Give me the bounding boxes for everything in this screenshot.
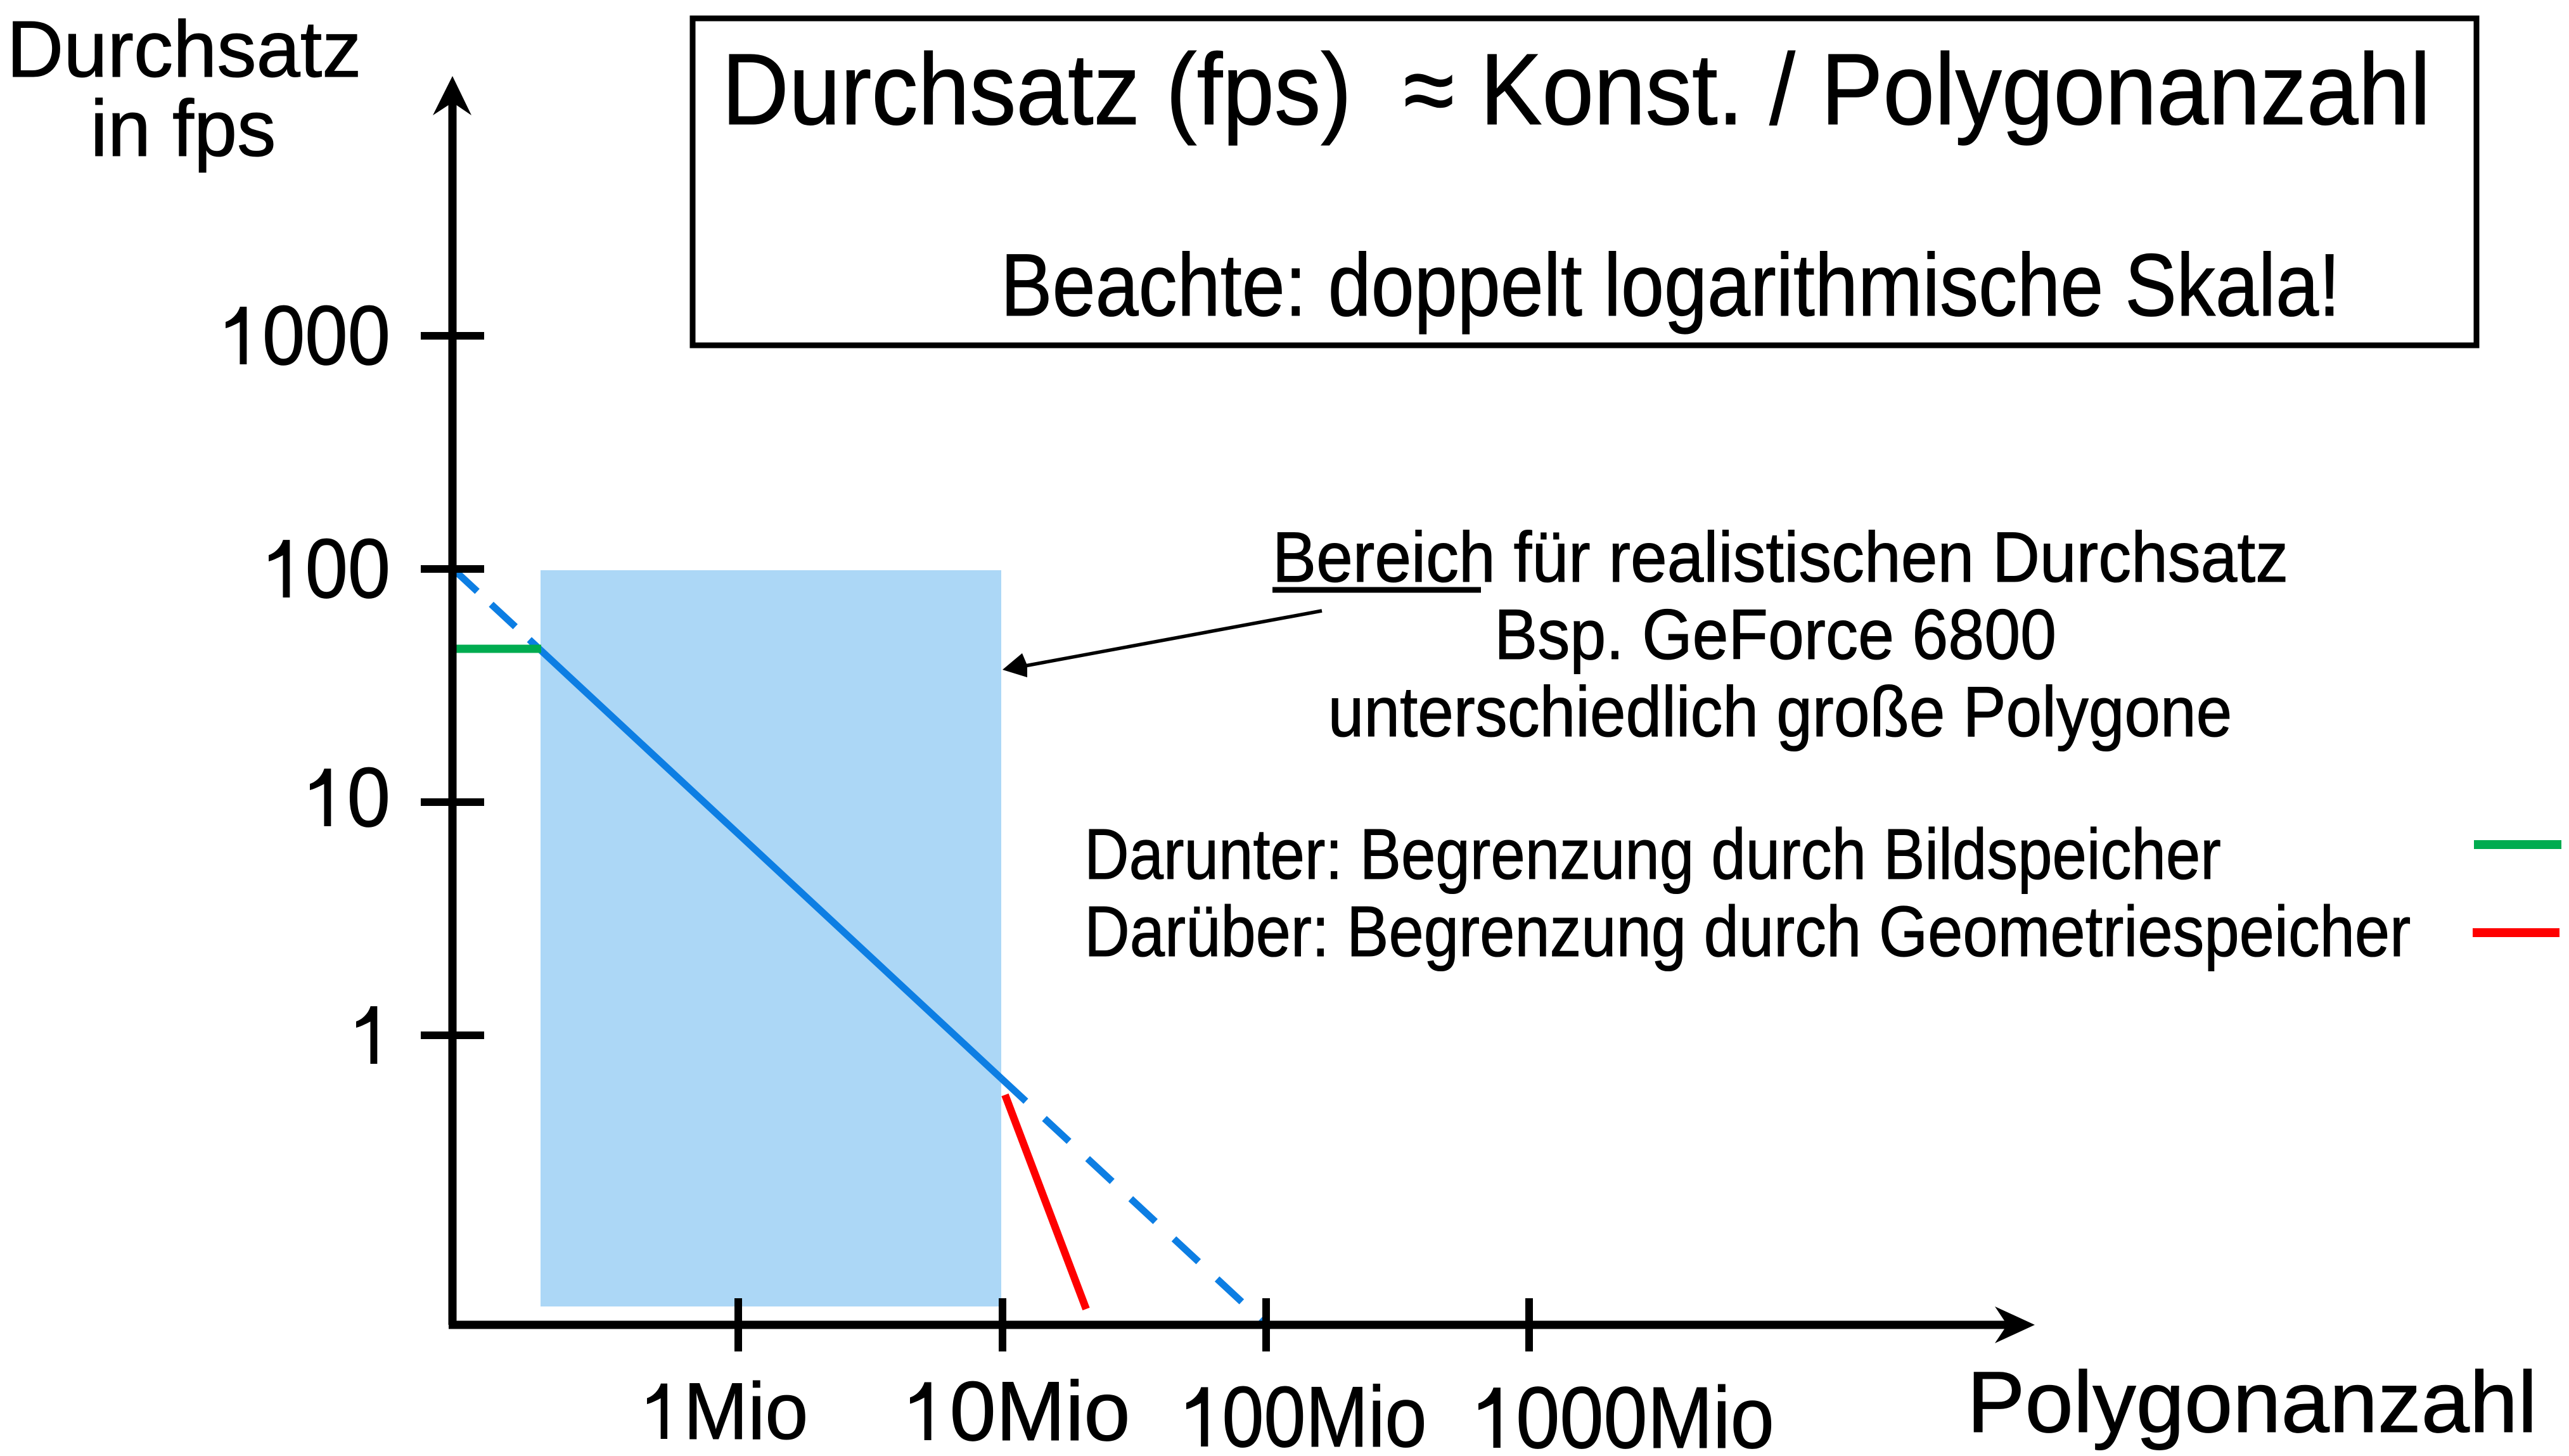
- svg-text:100Mio: 100Mio: [1181, 1369, 1427, 1456]
- svg-text:Durchsatz: Durchsatz: [7, 4, 362, 94]
- svg-text:1: 1: [386, 1056, 392, 1066]
- svg-text:100: 100: [263, 521, 390, 616]
- svg-text:10Mio: 10Mio: [903, 1364, 1130, 1456]
- svg-text:Darunter: Begrenzung durch Bil: Darunter: Begrenzung durch Bildspeicher: [1084, 814, 2221, 894]
- svg-text:Beachte: doppelt logarithmisch: Beachte: doppelt logarithmische Skala!: [1001, 235, 2340, 335]
- svg-text:unterschiedlich große Polygone: unterschiedlich große Polygone: [1328, 672, 2233, 752]
- svg-text:Polygonanzahl: Polygonanzahl: [1967, 1354, 2537, 1451]
- svg-text:Durchsatz (fps) ≈ Konst. / Po: Durchsatz (fps) ≈ Konst. / Polygonanzahl: [722, 32, 2431, 146]
- svg-text:1000Mio: 1000Mio: [1472, 1369, 1774, 1456]
- svg-text:in fps: in fps: [91, 84, 276, 173]
- svg-text:10: 10: [304, 751, 390, 845]
- svg-text:Bereich für realistischen Durc: Bereich für realistischen Durchsatz: [1272, 517, 2288, 597]
- svg-text:Bsp. GeForce 6800: Bsp. GeForce 6800: [1494, 595, 2056, 674]
- svg-text:Darüber: Begrenzung durch Geom: Darüber: Begrenzung durch Geometriespeic…: [1084, 891, 2411, 971]
